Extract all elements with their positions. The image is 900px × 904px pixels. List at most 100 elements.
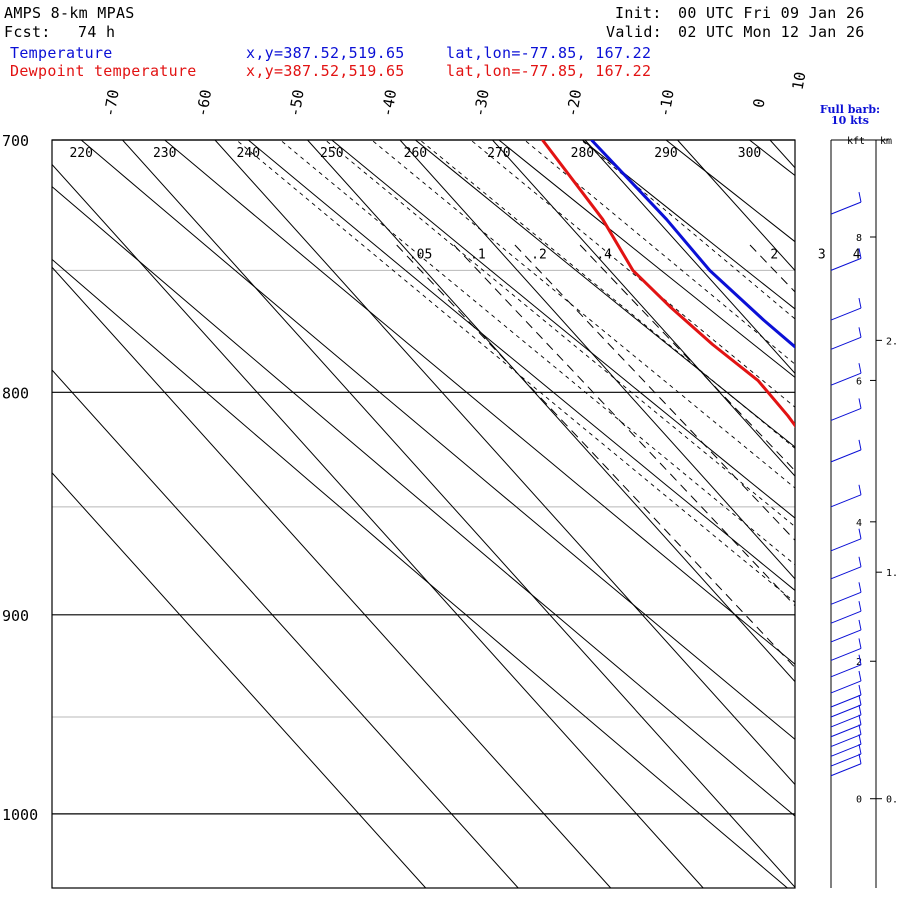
series-point <box>665 218 667 220</box>
wind-barb-staff <box>831 754 861 766</box>
wind-barb-staff <box>831 665 861 677</box>
dry-adiabat-line <box>183 85 900 900</box>
mixing-ratio-label: 3 <box>818 247 826 262</box>
legend-temperature-xy: x,y=387.52,519.65 <box>246 44 405 62</box>
mixing-ratio-line <box>397 245 900 900</box>
kft-tick-label: 6 <box>856 376 862 387</box>
wind-barb-staff <box>831 308 861 320</box>
wind-barb-staff <box>831 202 861 214</box>
dry-adiabat-label: 230 <box>153 146 176 161</box>
series-point <box>812 449 814 451</box>
dry-adiabat-line <box>0 85 900 900</box>
dry-adiabat-label: 250 <box>320 146 343 161</box>
km-tick-label: 2. <box>886 336 898 347</box>
legend-dewpoint-xy: x,y=387.52,519.65 <box>246 62 405 80</box>
series-point <box>709 269 711 271</box>
wind-barb-staff <box>831 630 861 642</box>
valid-label: Valid: <box>606 23 662 41</box>
km-tick-label: 1. <box>886 568 898 579</box>
wind-barb-flag <box>859 734 861 744</box>
isotherm-line <box>0 140 611 888</box>
legend-temperature-name: Temperature <box>10 44 113 62</box>
dry-adiabat-label: 270 <box>487 146 510 161</box>
moist-adiabat-line <box>214 85 900 900</box>
moist-adiabat-line <box>171 85 900 900</box>
barb-title-line2: 10 kts <box>812 115 888 126</box>
dry-adiabat-label: 240 <box>237 146 260 161</box>
dry-adiabat-line <box>431 85 900 900</box>
mixing-ratio-line <box>515 245 900 900</box>
isotherm-line <box>863 140 900 888</box>
dry-adiabat-line <box>0 85 830 900</box>
moist-adiabat-line <box>305 85 900 900</box>
series-point <box>873 415 875 417</box>
isotherm-tick-label: -50 <box>285 88 307 118</box>
dry-adiabat-line <box>845 85 900 900</box>
wind-barb-staff <box>831 450 861 462</box>
series-point <box>711 343 713 345</box>
wind-barb-staff <box>831 744 861 756</box>
wind-barb-flag <box>859 298 861 308</box>
wind-barb-flag <box>859 327 861 337</box>
isotherm-tick-label: -70 <box>100 88 122 118</box>
wind-barb-flag <box>859 638 861 648</box>
kft-label: kft <box>847 136 865 147</box>
wind-barb-staff <box>831 705 861 717</box>
wind-barb-staff <box>831 539 861 551</box>
wind-barb-flag <box>859 485 861 495</box>
isotherm-tick-label: -30 <box>470 88 492 118</box>
pressure-tick-label: 900 <box>2 607 29 625</box>
isotherm-tick-label: -20 <box>563 88 585 118</box>
series-point <box>541 139 543 141</box>
wind-barb-staff <box>831 592 861 604</box>
mixing-ratio-line <box>454 245 900 900</box>
wind-barb-flag <box>859 398 861 408</box>
series-point <box>888 545 890 547</box>
wind-barb-staff <box>831 567 861 579</box>
pressure-tick-label: 1000 <box>2 806 38 824</box>
wind-barb-staff <box>831 258 861 270</box>
wind-barb-flag <box>859 671 861 681</box>
mixing-ratio-line <box>797 245 900 900</box>
wind-barb-staff <box>831 735 861 747</box>
wind-barb-flag <box>859 695 861 705</box>
wind-barb-flag <box>859 192 861 202</box>
series-point <box>787 415 789 417</box>
km-tick-label: 0. <box>886 795 898 806</box>
wind-barb-flag <box>859 705 861 715</box>
legend-temperature-latlon: lat,lon=-77.85, 167.22 <box>446 44 651 62</box>
wind-barb-staff <box>831 495 861 507</box>
isotherm-line <box>0 140 518 888</box>
isotherm-line <box>215 140 888 888</box>
legend-dewpoint-name: Dewpoint temperature <box>10 62 197 80</box>
wind-barb-staff <box>831 681 861 693</box>
wind-barb-staff <box>831 611 861 623</box>
dry-adiabat-label: 290 <box>654 146 677 161</box>
mixing-ratio-label: .1 <box>470 247 486 262</box>
dry-adiabat-label: 220 <box>69 146 92 161</box>
dry-adiabat-line <box>514 85 900 900</box>
mixing-ratio-label: 2 <box>770 247 778 262</box>
moist-adiabat-line <box>259 85 900 900</box>
series-point <box>819 367 821 369</box>
mixing-ratio-line <box>580 245 900 900</box>
series-point <box>855 506 857 508</box>
pressure-tick-label: 800 <box>2 384 29 402</box>
wind-barb-staff <box>831 408 861 420</box>
dry-adiabat-line <box>17 85 900 900</box>
kft-tick-label: 4 <box>856 518 862 529</box>
wind-barb-flag <box>859 620 861 630</box>
wind-barb-staff <box>831 764 861 776</box>
isotherm-line <box>678 140 900 888</box>
wind-barb-flag <box>859 582 861 592</box>
moist-adiabat-line <box>404 85 900 900</box>
wind-barb-flag <box>859 529 861 539</box>
dry-adiabat-line <box>348 85 900 900</box>
dry-adiabat-label: 280 <box>571 146 594 161</box>
isotherm-tick-label: -10 <box>655 88 677 118</box>
km-label: km <box>880 136 892 147</box>
wind-barb-staff <box>831 725 861 737</box>
pressure-tick-label: 700 <box>2 132 29 150</box>
series-point <box>670 307 672 309</box>
